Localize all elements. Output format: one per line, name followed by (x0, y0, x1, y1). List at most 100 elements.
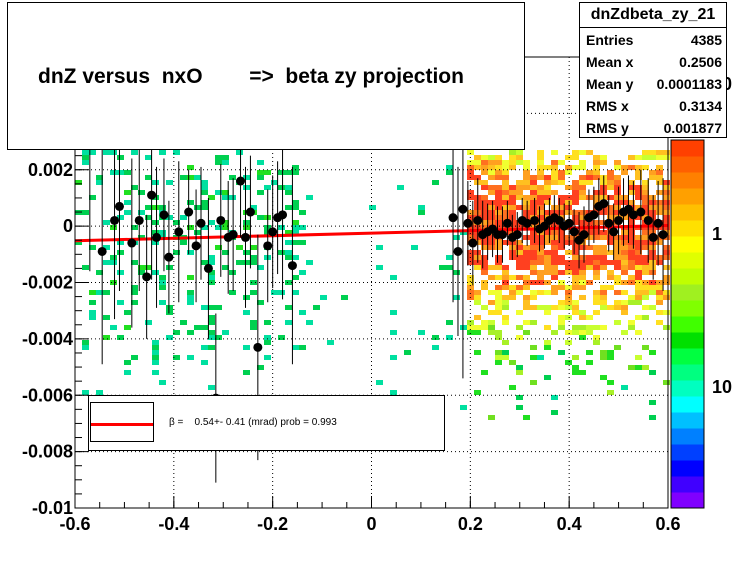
palette-swatch (671, 268, 704, 285)
profile-point (134, 215, 144, 225)
profile-point (245, 207, 255, 217)
x-tick-label: -0.4 (158, 514, 189, 534)
stats-label: Mean y (586, 76, 634, 92)
profile-point (497, 230, 507, 240)
stats-label: Entries (586, 32, 634, 48)
profile-point (127, 238, 137, 248)
x-tick-label: 0.6 (655, 514, 680, 534)
profile-point (152, 232, 162, 242)
profile-point (643, 215, 653, 225)
x-tick-label: 0.4 (557, 514, 582, 534)
y-tick-label: 0 (63, 216, 73, 236)
y-tick-label: -0.002 (22, 273, 73, 293)
y-tick-label: -0.008 (22, 442, 73, 462)
x-tick-label: -0.2 (257, 514, 288, 534)
stats-value: 0.3134 (679, 98, 722, 114)
palette-swatch (671, 236, 704, 253)
profile-points (85, 57, 668, 483)
palette-swatch (671, 332, 704, 349)
stats-title: dnZdbeta_zy_21 (580, 3, 726, 28)
profile-point (522, 218, 532, 228)
profile-point (236, 176, 246, 186)
palette-swatch (671, 428, 704, 445)
profile-point (184, 207, 194, 217)
color-palette: 0 1 10 (670, 74, 732, 509)
palette-swatch (671, 412, 704, 429)
profile-point (579, 230, 589, 240)
x-tick-label: 0 (366, 514, 376, 534)
profile-point (599, 199, 609, 209)
palette-label-low: 10 (712, 377, 732, 397)
profile-point (263, 241, 273, 251)
palette-swatch (671, 476, 704, 493)
palette-label-top: 0 (722, 74, 732, 94)
title-box: dnZ versus nxO => beta zy projection (7, 2, 525, 150)
stats-row-rms-y: RMS y 0.001877 (586, 117, 722, 139)
axes: -0.6 -0.4 -0.2 0 0.2 0.4 0.6 -0.01 -0.008 -0.006 -… (22, 56, 681, 534)
profile-point (228, 230, 238, 240)
profile-point (147, 190, 157, 200)
palette-swatch (671, 460, 704, 477)
profile-point (473, 215, 483, 225)
y-tick-label: -0.006 (22, 385, 73, 405)
y-tick-label: -0.01 (32, 498, 73, 518)
profile-point (448, 213, 458, 223)
stats-row-entries: Entries 4385 (586, 29, 722, 51)
palette-swatch (671, 204, 704, 221)
profile-point (114, 201, 124, 211)
stats-row-rms-x: RMS x 0.3134 (586, 95, 722, 117)
x-tick-label: -0.6 (59, 514, 90, 534)
palette-swatch (671, 396, 704, 413)
palette-label-mid: 1 (712, 224, 722, 244)
legend-fit-line (91, 423, 153, 426)
palette-swatch (671, 300, 704, 317)
profile-point (589, 210, 599, 220)
profile-point (468, 238, 478, 248)
profile-point (191, 241, 201, 251)
profile-point (458, 204, 468, 214)
palette-swatch (671, 172, 704, 189)
profile-point (463, 218, 473, 228)
palette-swatch (671, 220, 704, 237)
profile-point (203, 263, 213, 273)
profile-point (609, 227, 619, 237)
profile-point (628, 210, 638, 220)
palette-swatch (671, 364, 704, 381)
x-tick-label: 0.2 (458, 514, 483, 534)
profile-point (512, 230, 522, 240)
profile-point (159, 210, 169, 220)
palette-swatch (671, 380, 704, 397)
legend-text: β = 0.54+- 0.41 (mrad) prob = 0.993 (169, 417, 337, 428)
palette-frame (670, 139, 705, 509)
profile-point (287, 261, 297, 271)
profile-point (658, 230, 668, 240)
palette-swatch (671, 252, 704, 269)
profile-point (253, 342, 263, 352)
profile-point (569, 227, 579, 237)
palette-swatch (671, 188, 704, 205)
profile-point (653, 218, 663, 228)
profile-point (604, 218, 614, 228)
y-tick-label: -0.004 (22, 329, 73, 349)
profile-point (110, 215, 120, 225)
stats-value: 4385 (690, 32, 722, 48)
profile-point (530, 215, 540, 225)
palette-swatch (671, 316, 704, 333)
palette-swatch (671, 140, 704, 157)
plot-title: dnZ versus nxO => beta zy projection (38, 65, 464, 88)
profile-point (174, 227, 184, 237)
stats-label: Mean x (586, 54, 634, 70)
stats-value: 0.001877 (663, 120, 722, 136)
legend-swatch (90, 402, 154, 442)
palette-swatch (671, 348, 704, 365)
profile-point (453, 246, 463, 256)
profile-point (268, 227, 278, 237)
profile-point (648, 232, 658, 242)
profile-point (142, 272, 152, 282)
stats-box: dnZdbeta_zy_21 Entries 4385 Mean x 0.250… (579, 2, 727, 138)
stats-value: 0.2506 (679, 54, 722, 70)
stats-row-mean-y: Mean y 0.0001183 (586, 73, 722, 95)
stats-label: RMS x (586, 98, 629, 114)
fit-legend: β = 0.54+- 0.41 (mrad) prob = 0.993 (88, 395, 445, 451)
stats-value: 0.0001183 (656, 76, 722, 92)
